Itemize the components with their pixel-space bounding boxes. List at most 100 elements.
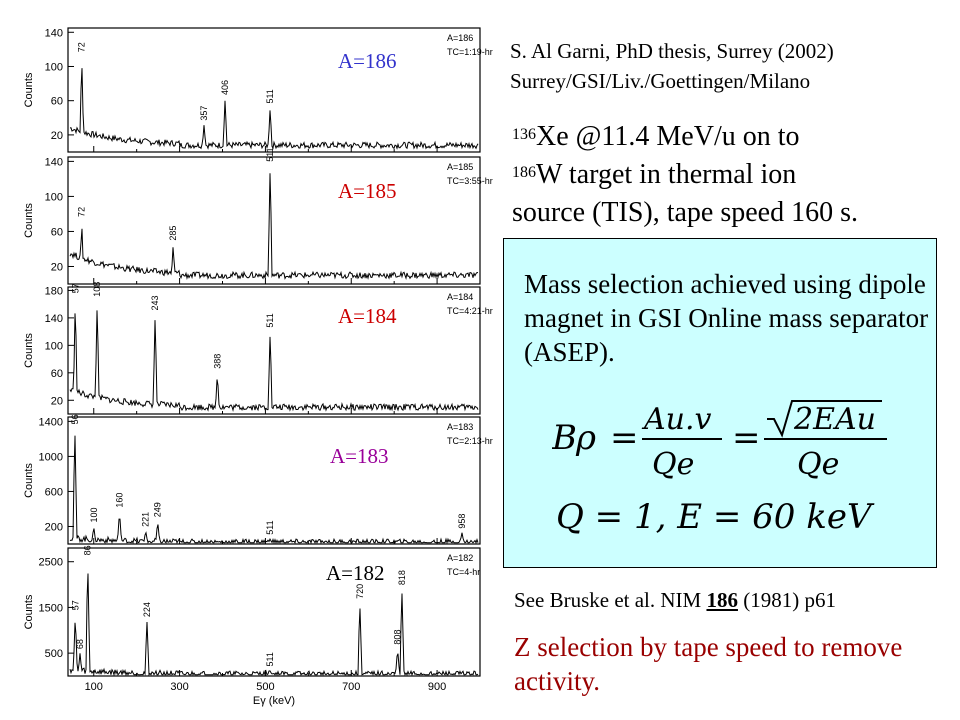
y-tick-label: 20 — [51, 130, 63, 142]
corner-label: A=186 — [447, 33, 473, 43]
spectrum-panel: 20 60 100 140 Counts 72 357 406 511 A=186 TC=1:19-… — [23, 27, 493, 153]
peak-label: 57 — [70, 600, 80, 610]
corner-label: A=182 — [447, 553, 473, 563]
y-tick-label: 600 — [45, 486, 63, 498]
mass-label: A=184 — [338, 304, 397, 328]
xe-mass-number: 136 — [512, 126, 536, 143]
peak-label: 958 — [457, 514, 467, 529]
peak-label: 108 — [92, 282, 102, 297]
reaction-description: 136Xe @11.4 MeV/u on to 186W target in t… — [512, 118, 858, 232]
spectrum-line — [69, 68, 479, 150]
bruske-text-post: (1981) p61 — [737, 588, 836, 612]
peak-label: 100 — [89, 507, 99, 522]
panel-frame — [67, 156, 481, 285]
y-tick-label: 100 — [45, 191, 63, 203]
svg-text:B: B — [552, 418, 577, 458]
bruske-text-pre: See Bruske et al. NIM — [514, 588, 707, 612]
svg-text:Qe: Qe — [652, 447, 694, 479]
corner-label: A=185 — [447, 162, 473, 172]
peak-label: 511 — [265, 147, 275, 161]
peak-label: 406 — [220, 80, 230, 95]
peak-label: 249 — [153, 502, 163, 517]
mass-label: A=186 — [338, 49, 397, 73]
svg-text:=: = — [610, 418, 639, 458]
spectrum-panel: 500 1500 2500 Counts 57 68 86 224 511 720 808 818 A=… — [23, 545, 481, 707]
mass-selection-text: Mass selection achieved using dipole mag… — [524, 269, 929, 367]
y-tick-label: 140 — [45, 313, 63, 325]
peak-label: 808 — [393, 630, 403, 645]
peak-label: 56 — [70, 414, 80, 424]
corner-label: A=184 — [447, 292, 473, 302]
reference-line-2: Surrey/GSI/Liv./Goettingen/Milano — [510, 69, 811, 93]
spectrum-line — [69, 435, 479, 545]
y-tick-label: 100 — [45, 340, 63, 352]
peak-label: 221 — [141, 512, 151, 527]
y-tick-label: 20 — [51, 395, 63, 407]
peak-label: 511 — [265, 313, 275, 327]
x-axis-label: Eγ (keV) — [253, 695, 295, 707]
mass-label: A=182 — [326, 561, 385, 585]
y-axis-label: Counts — [23, 72, 35, 107]
charge-energy-formula: Q = 1, E = 60 keV — [556, 497, 872, 537]
peak-label: 511 — [265, 89, 275, 103]
corner-label: TC=4:21-hr — [447, 306, 493, 316]
corner-label: TC=3:55-hr — [447, 176, 493, 186]
y-tick-label: 500 — [45, 648, 63, 660]
corner-label: TC=1:19-hr — [447, 47, 493, 57]
bruske-volume: 186 — [706, 588, 738, 612]
peak-label: 72 — [77, 42, 87, 52]
mass-label: A=183 — [330, 444, 389, 468]
y-tick-label: 200 — [45, 521, 63, 533]
y-tick-label: 60 — [51, 226, 63, 238]
svg-text:Au.v: Au.v — [641, 402, 712, 437]
x-tick-label: 300 — [170, 681, 188, 693]
y-tick-label: 180 — [45, 285, 63, 297]
panel-frame — [67, 27, 481, 153]
bruske-reference: See Bruske et al. NIM 186 (1981) p61 — [514, 588, 836, 613]
y-axis-label: Counts — [23, 463, 35, 498]
y-tick-label: 60 — [51, 96, 63, 108]
peak-label: 388 — [212, 354, 222, 369]
svg-text:ρ: ρ — [575, 418, 596, 458]
peak-label: 511 — [265, 652, 275, 666]
y-axis-label: Counts — [23, 594, 35, 629]
y-tick-label: 100 — [45, 61, 63, 73]
reaction-line-2: 186W target in thermal ion — [512, 156, 858, 194]
svg-text:=: = — [732, 418, 761, 458]
reaction-line-3: source (TIS), tape speed 160 s. — [512, 197, 859, 228]
svg-text:Qe: Qe — [797, 447, 839, 479]
x-tick-label: 900 — [428, 681, 446, 693]
y-axis-label: Counts — [23, 203, 35, 238]
panel-frame — [67, 286, 481, 415]
z-selection-note: Z selection by tape speed to remove acti… — [514, 632, 903, 696]
svg-text:2EAu: 2EAu — [793, 402, 876, 437]
peak-label: 818 — [397, 570, 407, 585]
spectrum-panel: 20 60 100 140 Counts 72 285 511 A=185 TC=3:55-hr A… — [23, 147, 493, 285]
peak-label: 285 — [168, 226, 178, 241]
peak-label: 160 — [115, 493, 125, 508]
peak-label: 86 — [83, 545, 93, 555]
peak-label: 243 — [150, 295, 160, 310]
spectrum-line — [69, 310, 479, 412]
reaction-line-2-text: W target in thermal ion — [536, 159, 797, 190]
x-tick-label: 700 — [342, 681, 360, 693]
spectrum-line — [69, 173, 479, 280]
y-tick-label: 60 — [51, 368, 63, 380]
y-tick-label: 1500 — [39, 602, 63, 614]
spectrum-panel: 20 60 100 140 180 Counts 57 108 243 388 511 A=184 TC… — [23, 282, 493, 415]
corner-label: TC=2:13-hr — [447, 436, 493, 446]
reaction-line-1: 136Xe @11.4 MeV/u on to — [512, 118, 858, 156]
peak-label: 357 — [199, 106, 209, 121]
peak-label: 68 — [75, 639, 85, 649]
reaction-line-1-text: Xe @11.4 MeV/u on to — [536, 121, 800, 152]
y-tick-label: 140 — [45, 27, 63, 39]
peak-label: 720 — [355, 584, 365, 599]
y-tick-label: 1400 — [39, 416, 63, 428]
peak-label: 224 — [142, 602, 152, 617]
mass-selection-box: Mass selection achieved using dipole mag… — [503, 238, 937, 568]
y-tick-label: 140 — [45, 156, 63, 168]
peak-label: 511 — [265, 520, 275, 534]
y-axis-label: Counts — [23, 333, 35, 368]
spectrum-line — [69, 573, 479, 677]
